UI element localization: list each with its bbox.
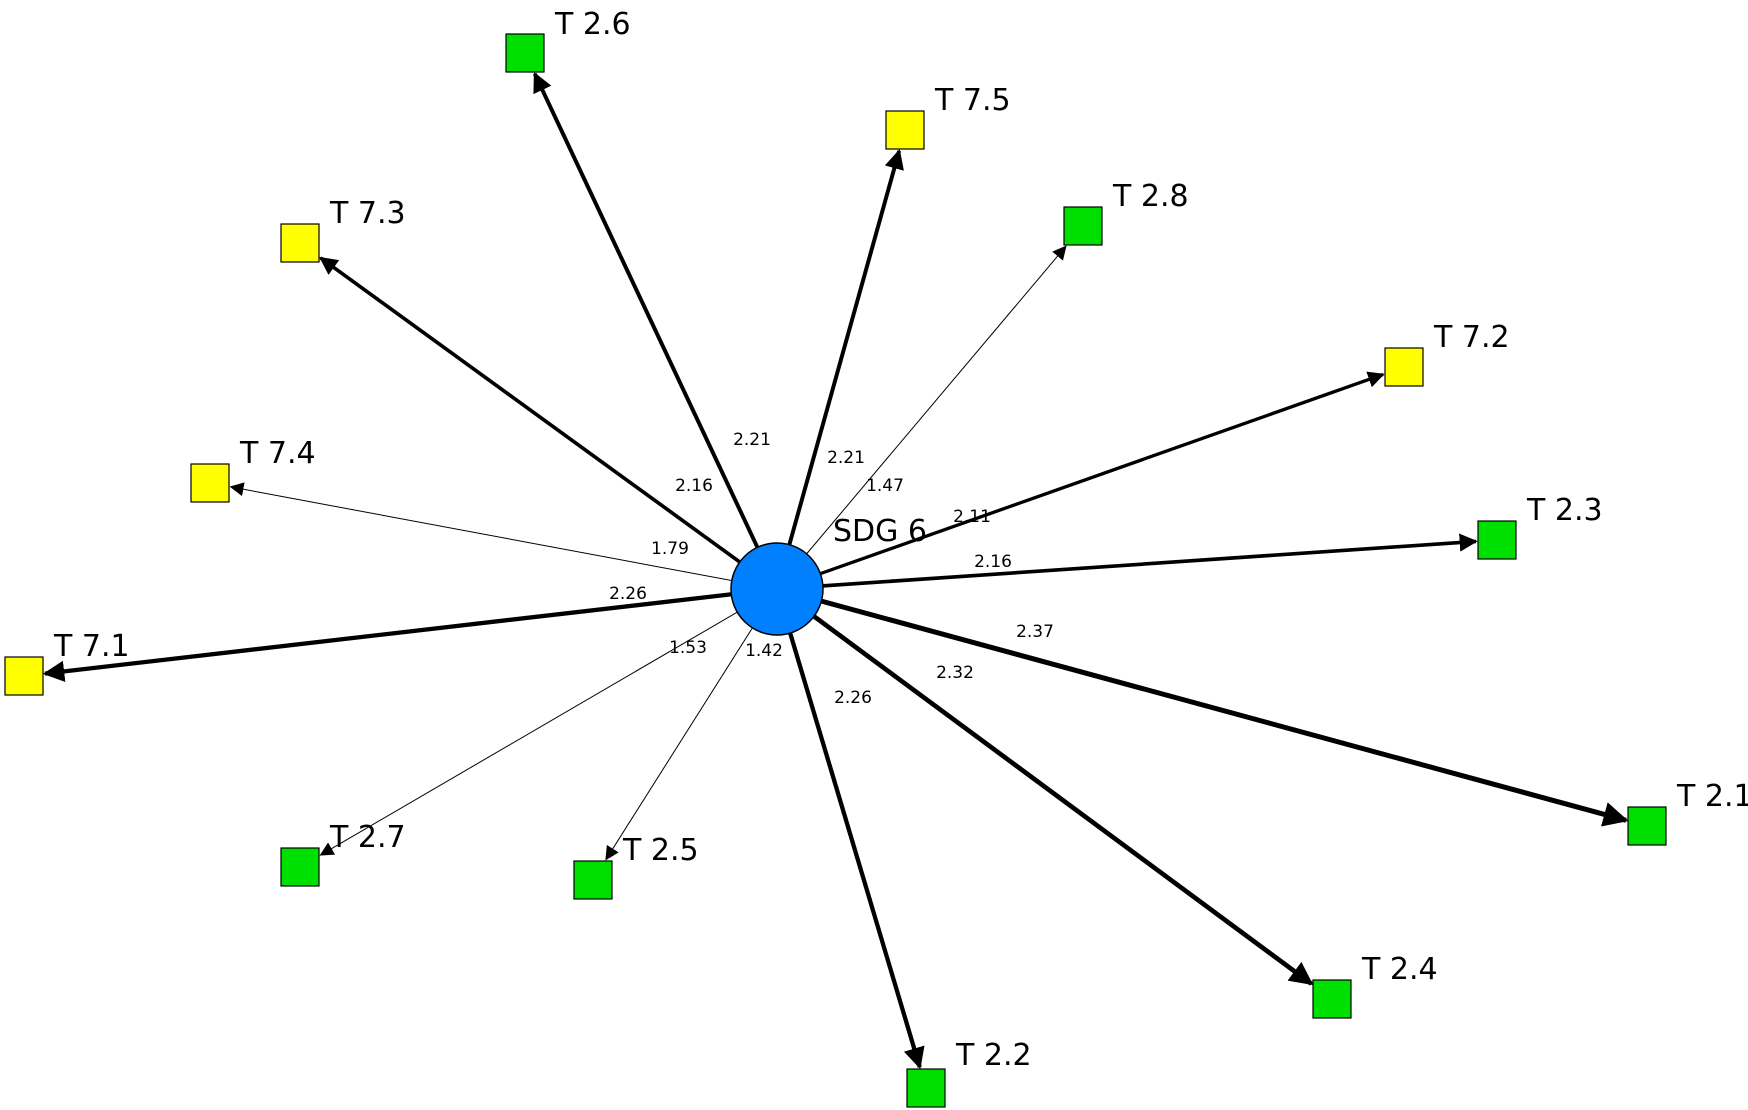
edge-weight-label: 2.26 (609, 584, 647, 604)
node-label: T 7.1 (53, 629, 130, 664)
edge-sdg6-t23 (776, 533, 1478, 591)
node-t75[interactable]: T 7.5 (885, 83, 1011, 150)
node-square[interactable] (4, 656, 44, 696)
node-label: T 2.2 (955, 1038, 1032, 1073)
node-label: T 2.3 (1526, 493, 1603, 528)
node-t72[interactable]: T 7.2 (1384, 320, 1510, 387)
edge-sdg6-t25 (605, 588, 778, 861)
edge-weight-label: 2.21 (733, 430, 771, 450)
edge-weight-label: 1.47 (866, 476, 904, 496)
node-label: T 2.6 (554, 7, 631, 42)
node-square[interactable] (280, 223, 320, 263)
edge-weight-label: 2.16 (974, 552, 1012, 572)
node-label: T 2.8 (1112, 179, 1189, 214)
node-label: T 2.4 (1361, 952, 1438, 987)
node-t22[interactable]: T 2.2 (906, 1038, 1032, 1108)
edge-sdg6-t22 (774, 588, 925, 1070)
edge-sdg6-t26 (532, 72, 779, 590)
edge-sdg6-t73 (319, 256, 779, 591)
node-square[interactable] (190, 463, 230, 503)
edge-sdg6-t28 (776, 245, 1067, 590)
node-t23[interactable]: T 2.3 (1477, 493, 1603, 560)
node-t27[interactable]: T 2.7 (280, 820, 406, 887)
edge-weight-label: 2.26 (834, 688, 872, 708)
node-square[interactable] (1627, 806, 1667, 846)
center-node-label: SDG 6 (833, 514, 927, 549)
edges-layer (42, 72, 1629, 1070)
node-square[interactable] (885, 110, 925, 150)
edge-sdg6-t75 (775, 149, 904, 590)
node-label: T 2.1 (1676, 779, 1748, 814)
edge-weight-label: 1.42 (745, 641, 783, 661)
node-t26[interactable]: T 2.6 (505, 7, 631, 73)
node-t24[interactable]: T 2.4 (1312, 952, 1438, 1019)
node-square[interactable] (280, 847, 320, 887)
node-square[interactable] (1312, 979, 1352, 1019)
node-label: T 2.7 (329, 820, 406, 855)
node-square[interactable] (906, 1068, 946, 1108)
node-t21[interactable]: T 2.1 (1627, 779, 1748, 846)
node-square[interactable] (1477, 520, 1517, 560)
node-square[interactable] (1384, 347, 1424, 387)
node-label: T 7.2 (1433, 320, 1510, 355)
edge-sdg6-t27 (319, 588, 778, 856)
edge-sdg6-t21 (776, 586, 1629, 827)
center-node[interactable] (730, 542, 824, 636)
edge-weight-label: 2.37 (1016, 622, 1054, 642)
node-square[interactable] (505, 33, 545, 73)
node-square[interactable] (1063, 206, 1103, 246)
node-label: T 7.4 (239, 436, 316, 471)
edge-weight-label: 2.21 (827, 448, 865, 468)
node-label: T 7.5 (934, 83, 1011, 118)
edge-sdg6-t74 (229, 482, 778, 590)
node-t73[interactable]: T 7.3 (280, 196, 406, 263)
node-label: T 7.3 (329, 196, 406, 231)
node-square[interactable] (573, 860, 613, 900)
node-t71[interactable]: T 7.1 (4, 629, 130, 696)
edge-sdg6-t72 (776, 371, 1385, 591)
edge-sdg6-t71 (42, 586, 778, 683)
edge-weights-layer: 2.212.211.472.112.162.372.322.261.421.53… (609, 430, 1054, 708)
node-t25[interactable]: T 2.5 (573, 833, 699, 900)
center-node-group: SDG 6 (730, 514, 927, 636)
edge-weight-label: 1.53 (669, 638, 707, 658)
edge-weight-label: 2.32 (936, 663, 974, 683)
node-label: T 2.5 (622, 833, 699, 868)
edge-weight-label: 2.16 (675, 476, 713, 496)
edge-weight-label: 2.11 (953, 507, 991, 527)
edge-weight-label: 1.79 (651, 539, 689, 559)
node-t28[interactable]: T 2.8 (1063, 179, 1189, 246)
node-t74[interactable]: T 7.4 (190, 436, 316, 503)
edge-sdg6-t24 (775, 587, 1314, 986)
nodes-layer: T 2.6 T 7.5 T 2.8 T 7.2 T 2.3 T 2.1 T 2.4 T 2.2… (4, 7, 1748, 1108)
